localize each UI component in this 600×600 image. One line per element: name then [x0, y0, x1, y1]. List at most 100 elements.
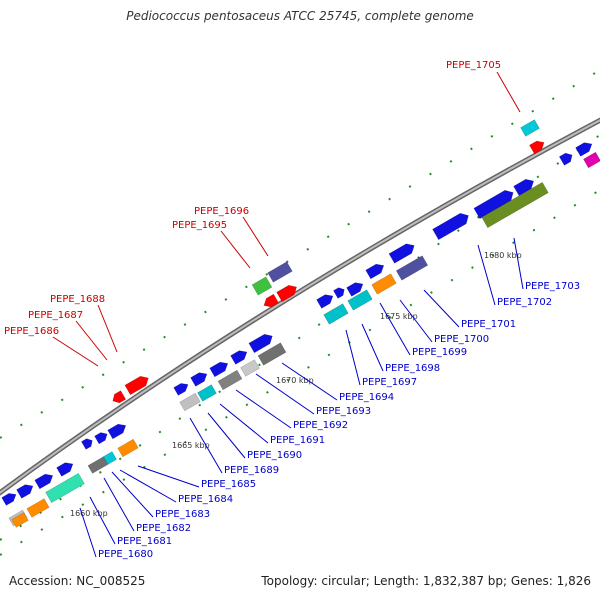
kbp-marker: 1680 kbp — [484, 251, 522, 260]
gene-feature-20 — [513, 178, 534, 197]
gene-label: PEPE_1692 — [293, 420, 348, 431]
leader-line — [281, 362, 338, 401]
gene-feature-46 — [276, 284, 297, 303]
gene-feature-30 — [179, 392, 201, 412]
gene-label: PEPE_1689 — [224, 465, 279, 476]
leader-line — [137, 465, 200, 488]
leader-line — [219, 403, 269, 444]
tick-track-2 — [0, 134, 600, 541]
gene-label: PEPE_1694 — [339, 392, 394, 403]
gene-feature-47 — [520, 119, 540, 137]
gene-feature-10 — [209, 361, 229, 378]
gene-label: PEPE_1703 — [525, 281, 580, 292]
leader-line — [423, 289, 460, 328]
gene-label: PEPE_1700 — [434, 334, 489, 345]
leader-line — [477, 244, 496, 306]
gene-feature-11 — [230, 350, 248, 365]
gene-label: PEPE_1684 — [178, 494, 233, 505]
leader-line — [97, 304, 118, 353]
gene-feature-45 — [263, 293, 279, 308]
gene-feature-19 — [473, 190, 514, 220]
kbp-marker: 1665 kbp — [172, 441, 210, 450]
gene-label: PEPE_1690 — [247, 450, 302, 461]
leader-line — [496, 71, 521, 113]
gene-feature-9 — [190, 372, 208, 387]
gene-feature-44 — [267, 261, 293, 283]
gene-feature-14 — [333, 287, 345, 299]
gene-feature-18 — [432, 213, 469, 241]
gene-feature-39 — [481, 181, 549, 229]
gene-feature-4 — [56, 462, 74, 477]
gene-feature-35 — [323, 303, 349, 325]
gene-feature-1 — [1, 493, 17, 506]
gene-feature-27 — [87, 456, 109, 474]
gene-feature-13 — [316, 294, 334, 309]
gene-label: PEPE_1695 — [172, 220, 227, 231]
gene-feature-37 — [371, 273, 397, 295]
gene-feature-38 — [395, 255, 429, 281]
gene-label: PEPE_1697 — [362, 377, 417, 388]
gene-feature-41 — [112, 390, 127, 404]
leader-line — [361, 323, 384, 372]
gene-label: PEPE_1691 — [270, 435, 325, 446]
genome-summary-text: Topology: circular; Length: 1,832,387 bp… — [261, 574, 591, 588]
gene-feature-15 — [346, 282, 364, 297]
leader-line — [345, 329, 361, 386]
gene-feature-31 — [197, 384, 217, 402]
leader-line — [52, 336, 99, 367]
gene-feature-32 — [217, 369, 243, 391]
leader-line — [111, 471, 154, 518]
kbp-marker: 1660 kbp — [70, 509, 108, 518]
gene-feature-16 — [365, 263, 385, 280]
gene-feature-25 — [26, 498, 50, 518]
gene-feature-29 — [117, 438, 139, 458]
gene-feature-5 — [81, 438, 93, 450]
gene-feature-3 — [34, 473, 54, 490]
leader-line — [235, 389, 292, 429]
gene-feature-8 — [173, 383, 189, 396]
kbp-marker: 1675 kbp — [380, 312, 418, 321]
gene-label: PEPE_1705 — [446, 60, 501, 71]
tick-track-3 — [0, 189, 600, 556]
gene-feature-21 — [558, 152, 573, 166]
gene-label: PEPE_1681 — [117, 536, 172, 547]
gene-label: PEPE_1683 — [155, 509, 210, 520]
gene-feature-17 — [388, 243, 415, 264]
leader-line — [379, 302, 411, 356]
gene-feature-2 — [16, 484, 34, 499]
gene-feature-7 — [107, 423, 127, 440]
gene-feature-42 — [124, 375, 149, 396]
leader-line — [89, 496, 116, 545]
gene-feature-36 — [347, 289, 373, 311]
gene-label: PEPE_1688 — [50, 294, 105, 305]
kbp-marker: 1670 kbp — [276, 376, 314, 385]
gene-feature-48 — [529, 140, 545, 155]
leader-line — [220, 230, 251, 269]
gene-label: PEPE_1686 — [4, 326, 59, 337]
gene-label: PEPE_1696 — [194, 206, 249, 217]
gene-label: PEPE_1687 — [28, 310, 83, 321]
leader-line — [75, 320, 108, 361]
gene-label: PEPE_1680 — [98, 549, 153, 560]
gene-feature-40 — [583, 151, 600, 169]
gene-feature-24 — [11, 512, 29, 528]
gene-label: PEPE_1701 — [461, 319, 516, 330]
gene-feature-22 — [575, 142, 593, 157]
leader-line — [79, 507, 97, 558]
gene-feature-34 — [257, 342, 287, 366]
gene-label: PEPE_1693 — [316, 406, 371, 417]
gene-label: PEPE_1685 — [201, 479, 256, 490]
gene-feature-28 — [103, 451, 117, 465]
leader-line — [242, 216, 269, 257]
leader-line — [399, 299, 433, 343]
leader-line — [103, 477, 135, 532]
gene-feature-26 — [45, 472, 85, 504]
leader-line — [207, 412, 246, 459]
genome-title: Pediococcus pentosaceus ATCC 25745, comp… — [126, 9, 474, 23]
gene-feature-6 — [94, 432, 108, 445]
leader-line — [513, 237, 524, 290]
genome-backbone-highlight — [0, 119, 600, 494]
gene-feature-12 — [248, 333, 273, 354]
accession-text: Accession: NC_008525 — [9, 574, 146, 588]
